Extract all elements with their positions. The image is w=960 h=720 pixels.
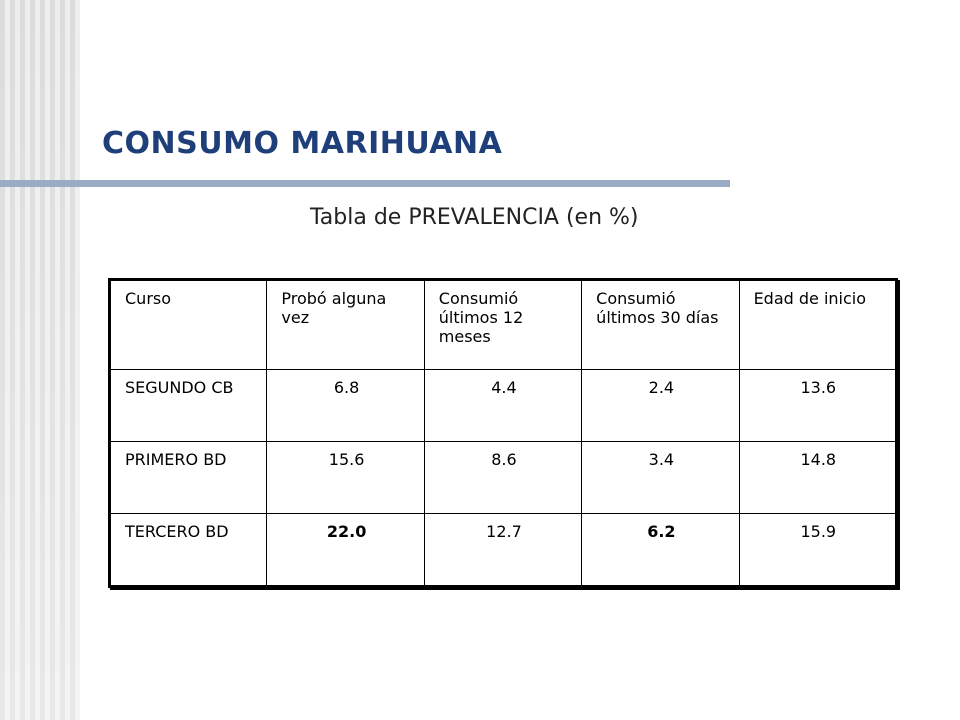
header-probo: Probó alguna vez — [266, 279, 425, 370]
cell-edad-inicio: 14.8 — [738, 441, 898, 514]
header-curso: Curso — [108, 279, 268, 370]
cell-curso: SEGUNDO CB — [108, 369, 268, 442]
cell-30-dias: 2.4 — [581, 369, 740, 442]
table-header-row: Curso Probó alguna vez Consumió últimos … — [108, 279, 898, 370]
slide-title: CONSUMO MARIHUANA — [102, 126, 503, 161]
header-12-meses: Consumió últimos 12 meses — [423, 279, 583, 370]
cell-edad-inicio: 15.9 — [738, 513, 898, 587]
cell-curso: PRIMERO BD — [108, 441, 268, 514]
cell-probo: 22.0 — [266, 513, 425, 587]
table-row: SEGUNDO CB 6.8 4.4 2.4 13.6 — [108, 369, 898, 442]
cell-probo: 15.6 — [266, 441, 425, 514]
table-row: TERCERO BD 22.0 12.7 6.2 15.9 — [108, 513, 898, 587]
prevalence-table: Curso Probó alguna vez Consumió últimos … — [108, 278, 898, 588]
cell-30-dias: 3.4 — [581, 441, 740, 514]
table-subtitle: Tabla de PREVALENCIA (en %) — [310, 205, 639, 230]
cell-12-meses: 4.4 — [423, 369, 583, 442]
cell-30-dias: 6.2 — [581, 513, 740, 587]
title-divider — [0, 180, 730, 187]
cell-curso: TERCERO BD — [108, 513, 268, 587]
table-row: PRIMERO BD 15.6 8.6 3.4 14.8 — [108, 441, 898, 514]
decorative-stripes — [0, 0, 80, 720]
header-edad-inicio: Edad de inicio — [738, 279, 898, 370]
cell-12-meses: 8.6 — [423, 441, 583, 514]
header-30-dias: Consumió últimos 30 días — [581, 279, 740, 370]
cell-edad-inicio: 13.6 — [738, 369, 898, 442]
cell-probo: 6.8 — [266, 369, 425, 442]
cell-12-meses: 12.7 — [423, 513, 583, 587]
